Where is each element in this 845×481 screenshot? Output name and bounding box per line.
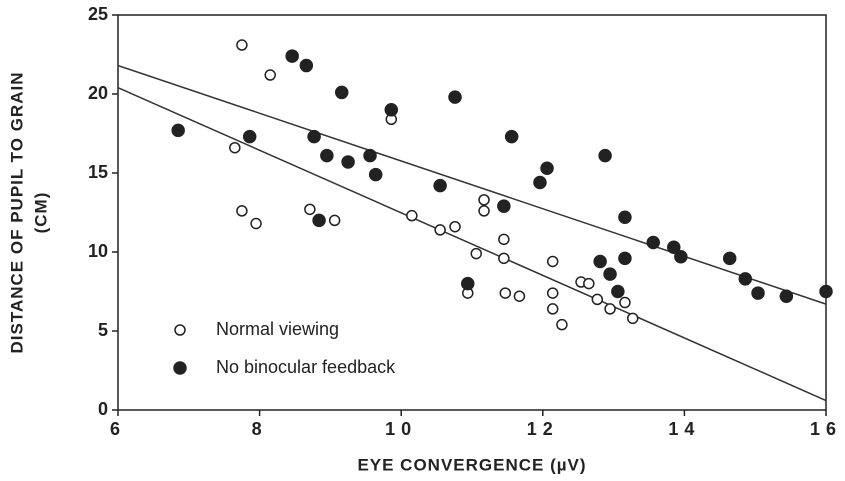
y-tick-label: 0 bbox=[98, 399, 108, 419]
point bbox=[171, 123, 185, 138]
point bbox=[406, 209, 418, 222]
point bbox=[593, 254, 607, 269]
point bbox=[546, 255, 559, 268]
point bbox=[285, 49, 299, 63]
point bbox=[556, 318, 568, 331]
point bbox=[236, 205, 248, 217]
plot-frame bbox=[117, 14, 827, 411]
point bbox=[328, 214, 341, 227]
y-axis-label: (CM) bbox=[31, 192, 50, 234]
legend-label: Normal viewing bbox=[216, 319, 339, 339]
point bbox=[341, 155, 355, 169]
point bbox=[312, 213, 326, 228]
point bbox=[299, 58, 314, 73]
point bbox=[646, 235, 660, 250]
point bbox=[449, 220, 461, 233]
point bbox=[498, 252, 510, 265]
x-axis-label: EYE CONVERGENCE (µV) bbox=[357, 455, 586, 474]
point bbox=[598, 148, 612, 163]
point bbox=[513, 290, 526, 302]
point bbox=[478, 205, 490, 217]
y-tick-label: 5 bbox=[98, 320, 108, 340]
point bbox=[433, 178, 447, 193]
point bbox=[546, 303, 559, 315]
y-tick-label: 10 bbox=[88, 241, 108, 261]
x-tick-label: 16 bbox=[810, 419, 842, 439]
point bbox=[363, 148, 377, 163]
point bbox=[751, 286, 765, 300]
point bbox=[498, 233, 510, 246]
point bbox=[461, 276, 475, 291]
point bbox=[618, 210, 632, 224]
y-tick-label: 25 bbox=[88, 4, 108, 24]
y-tick-label: 15 bbox=[88, 162, 108, 182]
point bbox=[307, 129, 321, 144]
point bbox=[384, 103, 399, 117]
point bbox=[229, 141, 241, 154]
point bbox=[779, 289, 794, 303]
point bbox=[304, 203, 316, 216]
point bbox=[504, 129, 519, 144]
point bbox=[583, 277, 595, 290]
x-tick-label: 12 bbox=[527, 419, 559, 439]
point bbox=[478, 194, 490, 206]
y-axis-label: DISTANCE OF PUPIL TO GRAIN bbox=[7, 72, 26, 354]
point bbox=[591, 293, 604, 306]
point bbox=[470, 247, 482, 260]
point bbox=[604, 303, 616, 315]
point bbox=[722, 251, 737, 266]
point bbox=[368, 167, 383, 182]
x-tick-label: 10 bbox=[385, 419, 417, 439]
point bbox=[434, 224, 446, 236]
point bbox=[618, 251, 632, 266]
fit-line bbox=[117, 64, 827, 305]
x-tick-label: 6 bbox=[110, 419, 126, 439]
point bbox=[819, 284, 833, 299]
point bbox=[497, 199, 511, 213]
point bbox=[264, 69, 276, 81]
point bbox=[242, 129, 257, 144]
point bbox=[611, 284, 625, 299]
point bbox=[499, 287, 512, 299]
point bbox=[236, 39, 248, 51]
point bbox=[626, 312, 639, 325]
x-tick-label: 8 bbox=[252, 419, 268, 439]
point bbox=[533, 175, 547, 190]
point bbox=[448, 90, 462, 104]
x-tick-label: 14 bbox=[668, 419, 700, 439]
legend-marker bbox=[174, 324, 186, 336]
point bbox=[738, 272, 753, 286]
point bbox=[674, 249, 688, 264]
point bbox=[540, 161, 554, 176]
y-tick-label: 20 bbox=[88, 83, 108, 103]
point bbox=[334, 85, 349, 100]
point bbox=[546, 287, 559, 299]
point bbox=[667, 240, 681, 255]
legend-marker bbox=[173, 361, 187, 375]
point bbox=[603, 267, 617, 281]
point bbox=[619, 296, 631, 309]
legend-label: No binocular feedback bbox=[216, 357, 396, 377]
fit-line bbox=[117, 86, 827, 402]
point bbox=[320, 148, 334, 163]
point bbox=[250, 217, 262, 230]
